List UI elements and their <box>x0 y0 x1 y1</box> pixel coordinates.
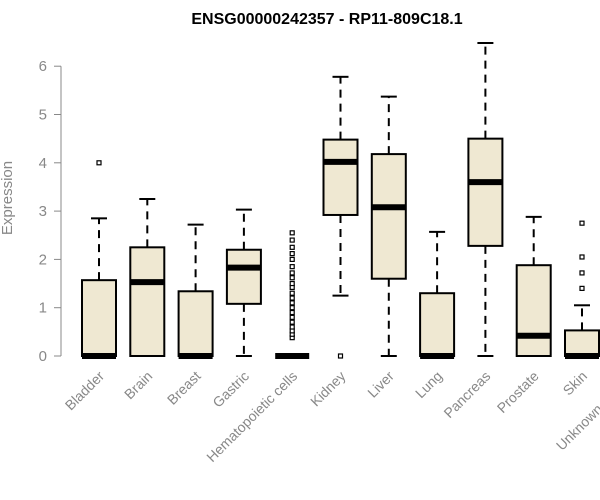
outlier-point <box>289 264 295 270</box>
x-tick-label: Hematopoietic cells <box>203 368 300 465</box>
box-iqr <box>467 137 504 247</box>
outlier-point <box>289 275 295 281</box>
x-tick-label: Gastric <box>209 368 252 411</box>
box-group <box>129 198 166 357</box>
box-group <box>225 208 262 357</box>
y-tick-label: 5 <box>39 107 47 124</box>
x-tick-label: Pancreas <box>440 368 493 421</box>
outlier-point <box>289 256 295 262</box>
box-group <box>322 75 359 359</box>
x-tick-label: Bladder <box>62 368 108 414</box>
box-group <box>177 223 214 359</box>
x-tick-label: Liver <box>364 368 397 401</box>
outlier-point <box>289 305 295 311</box>
y-tick-label: 4 <box>39 155 47 172</box>
box-group <box>275 230 310 359</box>
outlier-point <box>289 309 295 316</box>
box-iqr <box>322 138 359 216</box>
box-iqr <box>515 264 552 358</box>
y-tick-label: 1 <box>39 300 47 317</box>
box-group <box>419 230 456 359</box>
y-axis-label: Expression <box>0 161 16 235</box>
x-tick-label: Lung <box>412 368 445 401</box>
outlier-point <box>579 220 585 226</box>
outlier-point <box>289 290 295 296</box>
x-tick-label: Skin <box>560 368 591 399</box>
outlier-point <box>579 270 585 276</box>
outlier-point <box>337 353 344 359</box>
outlier-point <box>289 280 295 287</box>
outlier-point <box>289 324 295 330</box>
box-iqr <box>81 279 117 358</box>
x-tick-label: Brain <box>121 368 155 402</box>
box-group <box>370 95 407 357</box>
box-group <box>81 160 117 359</box>
outlier-point <box>289 314 295 320</box>
box-group <box>564 220 600 359</box>
box-iqr <box>225 248 262 305</box>
outlier-point <box>579 285 585 291</box>
outlier-point <box>289 319 295 325</box>
box-iqr <box>564 329 600 357</box>
outlier-point <box>289 300 295 306</box>
y-tick-label: 6 <box>39 58 47 75</box>
box-group <box>515 215 552 358</box>
box-group <box>467 42 504 357</box>
x-tick-label: Kidney <box>307 368 349 410</box>
box-iqr <box>129 246 166 357</box>
chart-title: ENSG00000242357 - RP11-809C18.1 <box>191 11 462 28</box>
y-tick-label: 0 <box>39 348 47 365</box>
outlier-point <box>289 251 295 257</box>
box-iqr <box>419 292 456 357</box>
x-tick-label: Prostate <box>494 368 542 416</box>
boxes-layer <box>81 42 600 359</box>
box-iqr <box>370 153 407 280</box>
y-axis: 0 1 2 3 4 5 6 <box>39 58 62 365</box>
y-tick-label: 2 <box>39 251 47 268</box>
outlier-point <box>289 244 295 250</box>
x-tick-label: Breast <box>164 368 204 408</box>
outlier-point <box>579 254 585 260</box>
box-iqr <box>177 290 214 358</box>
outlier-point <box>289 270 295 276</box>
outlier-point <box>96 160 102 166</box>
outlier-point <box>289 230 295 236</box>
outlier-point <box>289 237 295 243</box>
y-tick-label: 3 <box>39 203 47 220</box>
outlier-point <box>289 295 295 301</box>
